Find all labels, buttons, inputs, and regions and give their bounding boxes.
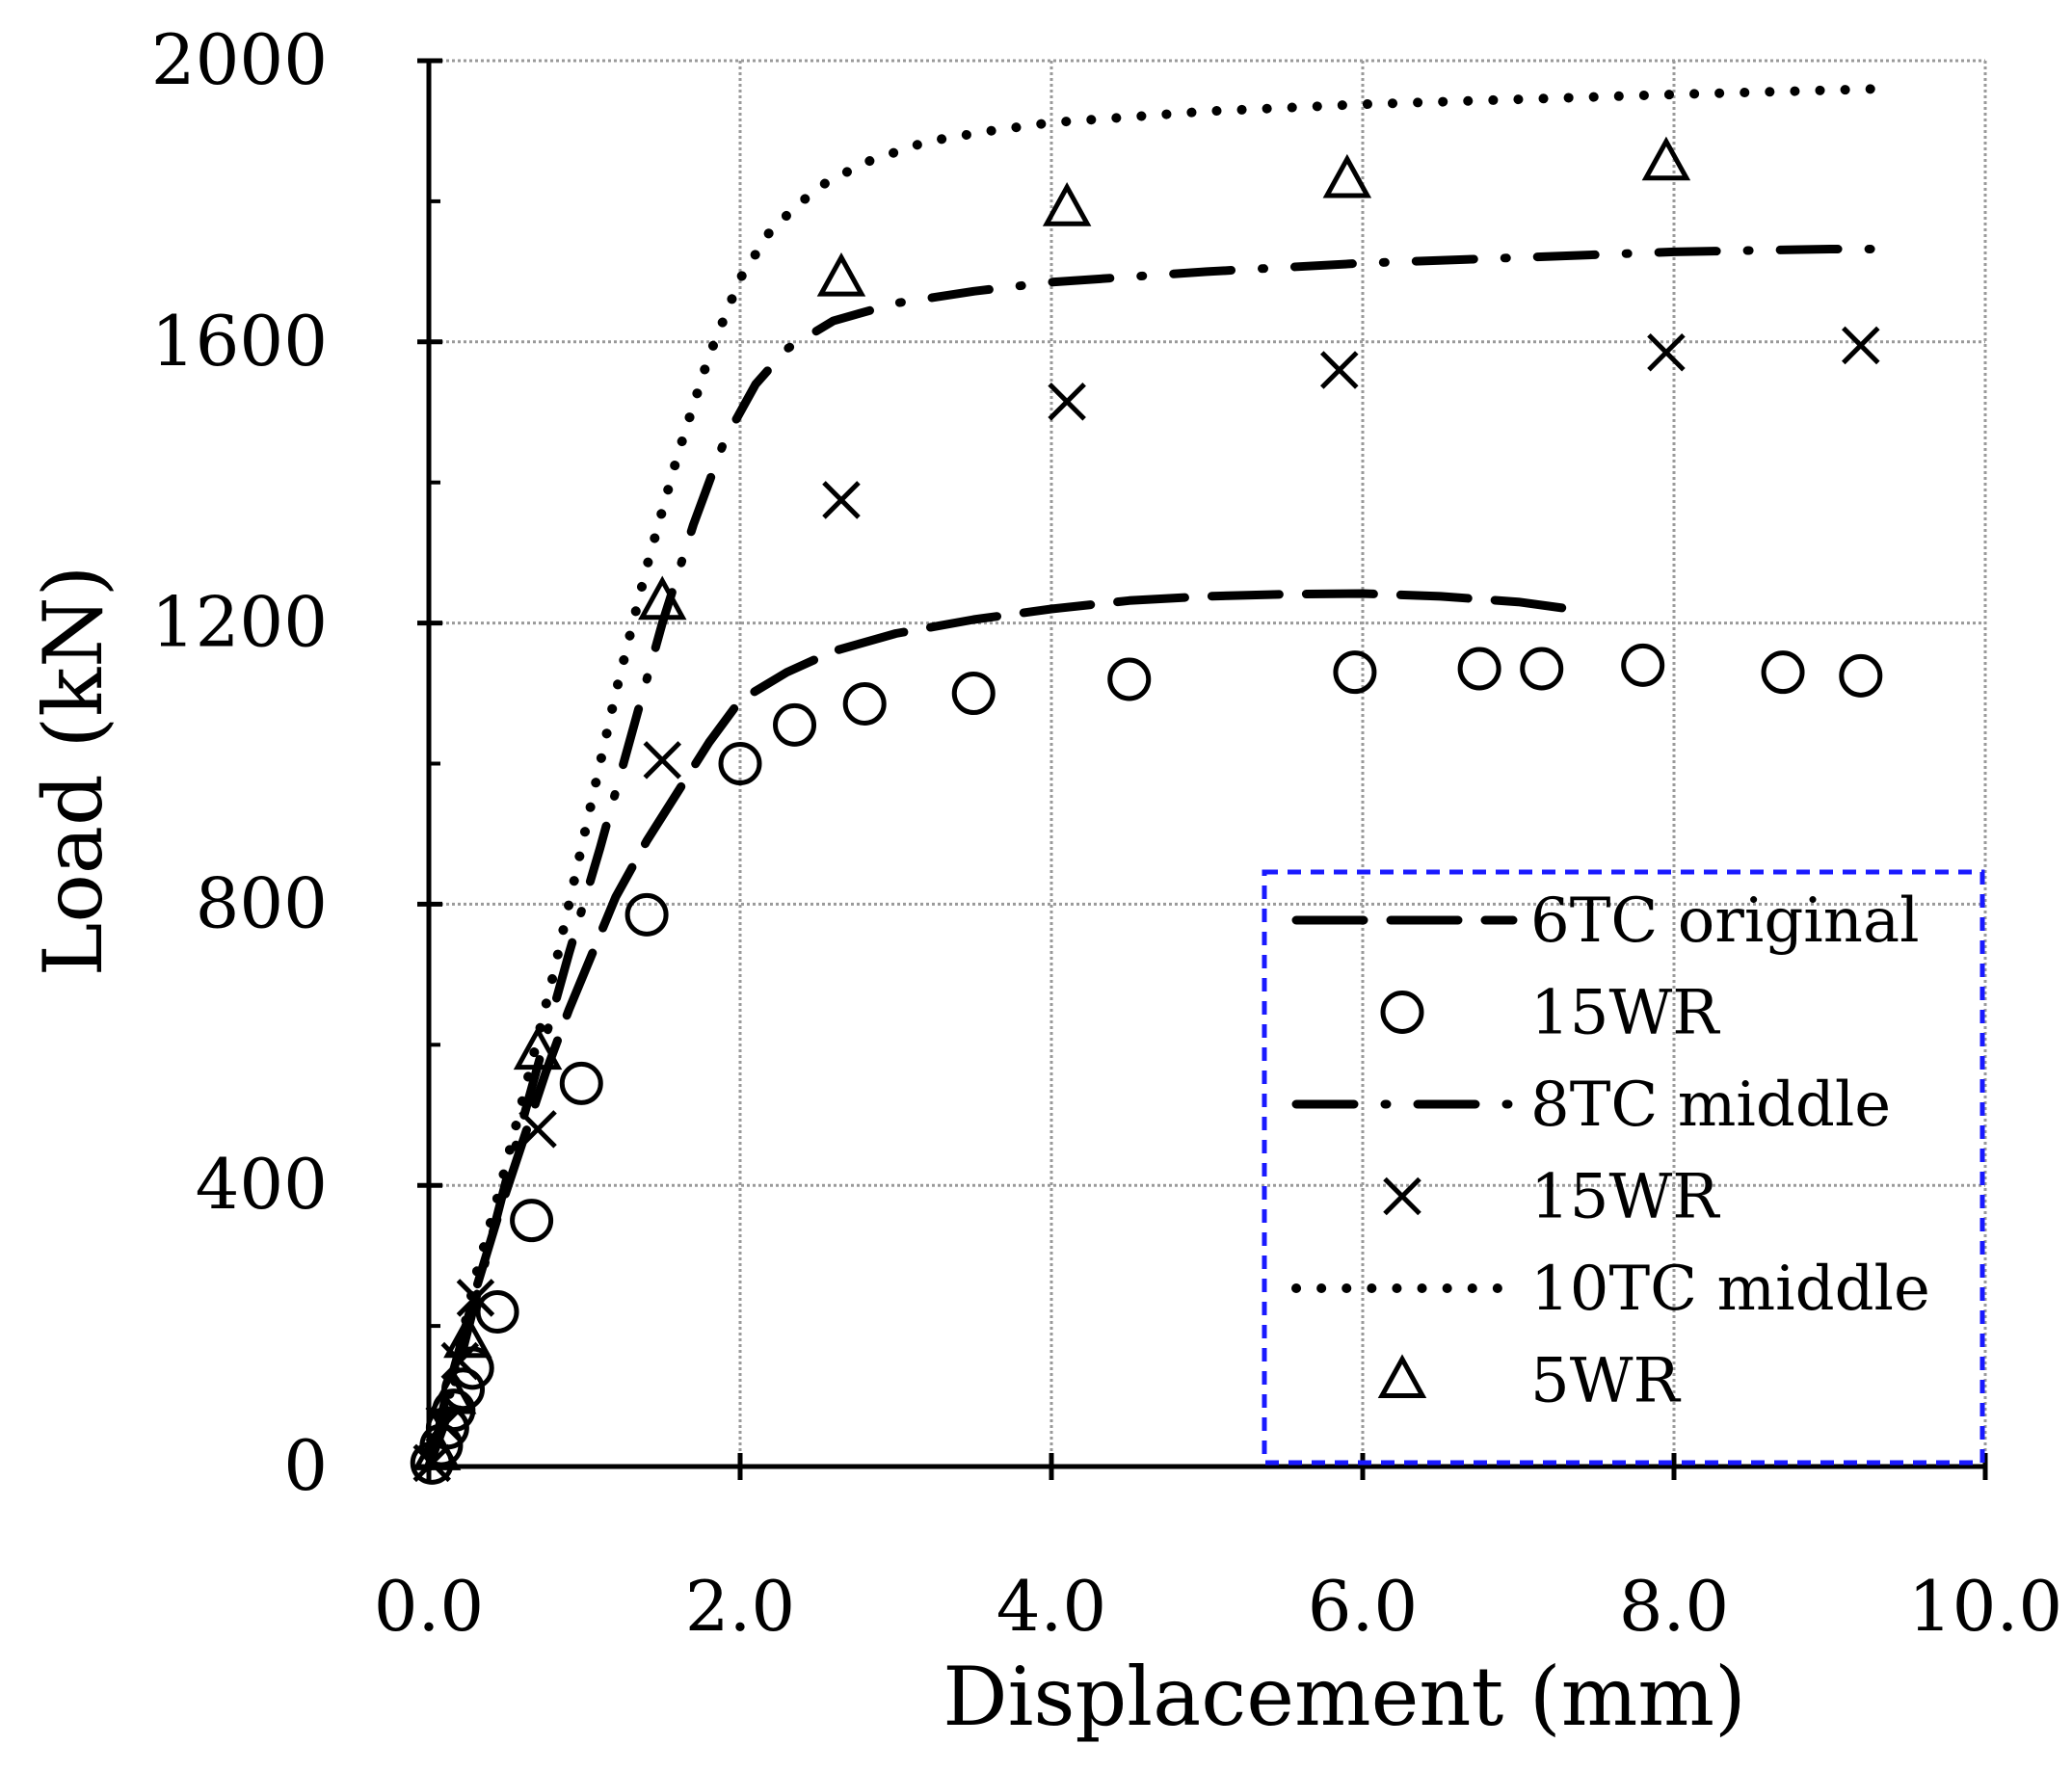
grid [429,59,1987,1467]
data-point-circle [1520,647,1564,691]
legend-label: 8TC middle [1530,1070,1891,1141]
series-10tc-middle-4 [424,84,1881,1471]
data-point-triangle [638,575,687,621]
data-point-triangle [1377,1354,1427,1398]
data-point-triangle [1042,182,1092,226]
legend-box [1262,869,1985,1466]
x-tick-label: 4.0 [996,1566,1107,1647]
data-point-circle [773,702,817,747]
data-point-x [1647,332,1686,372]
data-point-x [1383,1176,1421,1216]
y-axis-title: Load (kN) [26,566,120,977]
data-point-circle [559,1061,603,1105]
x-tick-label: 0.0 [374,1566,485,1647]
y-tick-label: 800 [196,862,328,943]
data-point-circle [842,681,887,726]
data-point-circle [1761,650,1805,695]
y-tick-label: 1200 [151,582,328,663]
data-point-circle [1333,650,1377,695]
series-layer [410,84,1897,1485]
y-tick-label: 2000 [151,19,328,100]
data-point-x [1842,326,1880,365]
data-point-x [643,741,682,780]
data-point-circle [1839,653,1883,698]
legend-entry: 10TC middle [1291,1254,1930,1325]
series-line [424,245,1897,1471]
legend-label: 6TC original [1530,886,1920,957]
data-point-triangle [1641,136,1691,181]
legend-entry: 8TC middle [1291,1070,1891,1141]
data-point-x [518,1110,557,1149]
y-tick-label: 400 [196,1144,328,1225]
legend-entry: 6TC original [1291,886,1920,957]
data-point-circle [1380,991,1424,1034]
data-point-circle [951,672,996,716]
data-point-triangle [427,1369,477,1414]
data-point-triangle [513,1025,563,1071]
legend-label: 5WR [1530,1346,1682,1417]
data-point-circle [718,742,762,785]
data-point-x [822,481,861,519]
legend-entry: 15WR [1383,1162,1720,1233]
x-axis-title: Displacement (mm) [943,1650,1746,1744]
series-15wr-3 [412,326,1880,1483]
legend-label: 15WR [1530,978,1720,1049]
data-point-triangle [816,251,866,297]
series-5wr-5 [412,136,1691,1470]
data-point-triangle [443,1313,492,1359]
data-point-x [1048,383,1086,421]
x-tick-label: 10.0 [1908,1566,2062,1647]
data-point-circle [475,1290,519,1335]
series-line [424,84,1881,1471]
data-point-triangle [1322,153,1372,198]
data-point-circle [510,1199,554,1243]
x-tick-label: 6.0 [1308,1566,1419,1647]
legend-entry: 5WR [1377,1346,1682,1417]
data-point-circle [1621,643,1665,687]
legend-label: 10TC middle [1530,1254,1930,1325]
x-tick-label: 8.0 [1619,1566,1730,1647]
x-tick-label: 2.0 [685,1566,796,1647]
y-tick-label: 0 [283,1425,328,1506]
y-tick-label: 1600 [151,301,328,382]
data-point-circle [1107,657,1152,701]
legend-entry: 15WR [1380,978,1720,1049]
series-8tc-middle-2 [424,245,1897,1471]
legend: 6TC original 15WR 8TC middle 15WR 10TC middl… [1262,869,1985,1466]
data-point-circle [624,892,669,937]
data-point-x [1320,351,1359,389]
data-point-circle [1457,647,1501,691]
axes: 0 400 800 1200 1600 2000 0.0 2.0 4.0 6.0 8.0 10.0 [151,19,2062,1647]
legend-label: 15WR [1530,1162,1720,1233]
